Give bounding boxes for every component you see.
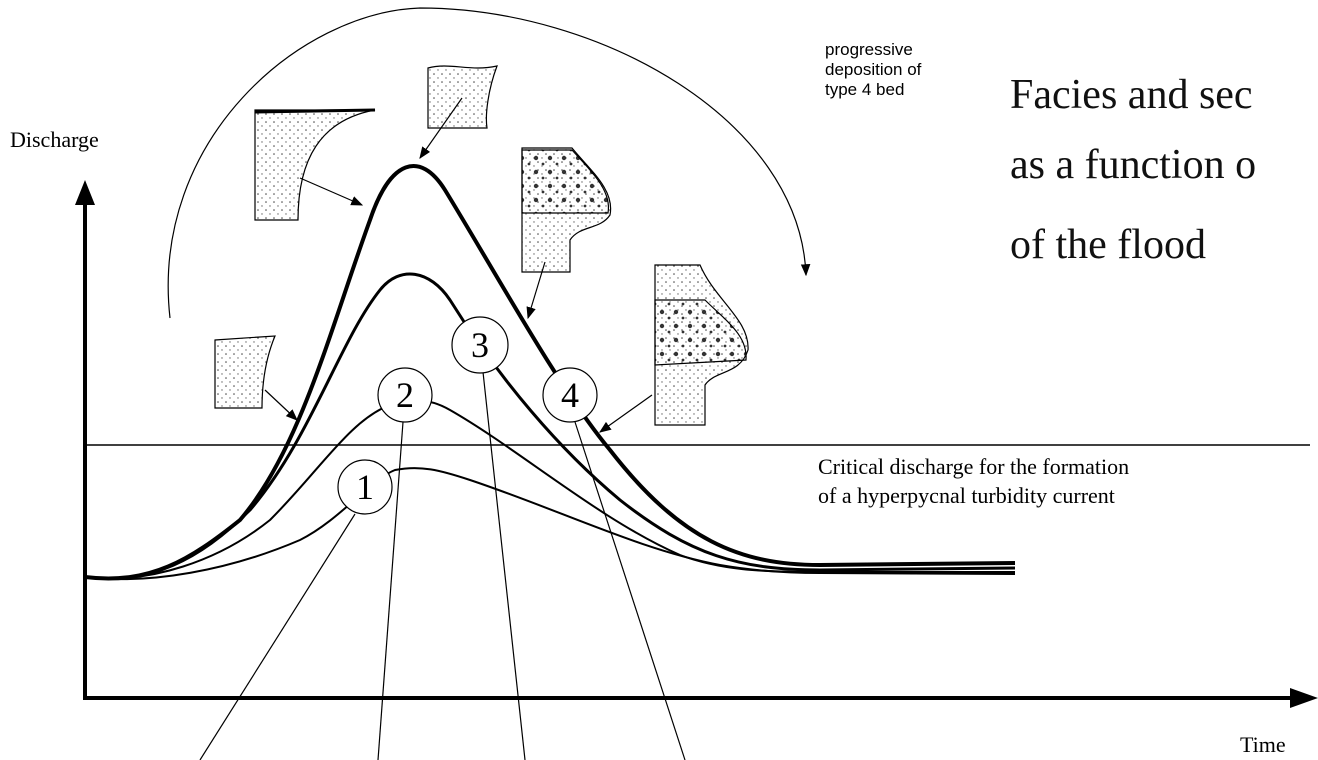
caption: Facies and sec bbox=[1010, 72, 1253, 118]
x-axis-label: Time bbox=[1240, 732, 1286, 757]
marker-label: 2 bbox=[396, 375, 414, 415]
annotation: type 4 bed bbox=[825, 80, 904, 99]
caption: as a function o bbox=[1010, 142, 1256, 188]
diagram: Discharge Time Critical discharge for th… bbox=[0, 0, 1318, 760]
curve bbox=[85, 274, 1015, 578]
critical-label: Critical discharge for the formation bbox=[818, 454, 1129, 479]
caption: of the flood bbox=[1010, 222, 1206, 268]
annotation: progressive bbox=[825, 40, 913, 59]
marker-label: 4 bbox=[561, 375, 579, 415]
marker-label: 1 bbox=[356, 467, 374, 507]
critical-label: of a hyperpycnal turbidity current bbox=[818, 483, 1115, 508]
marker-label: 3 bbox=[471, 325, 489, 365]
marker-circles bbox=[338, 317, 597, 514]
annotation: deposition of bbox=[825, 60, 922, 79]
marker-leaders bbox=[200, 372, 685, 760]
y-axis-label: Discharge bbox=[10, 127, 99, 152]
